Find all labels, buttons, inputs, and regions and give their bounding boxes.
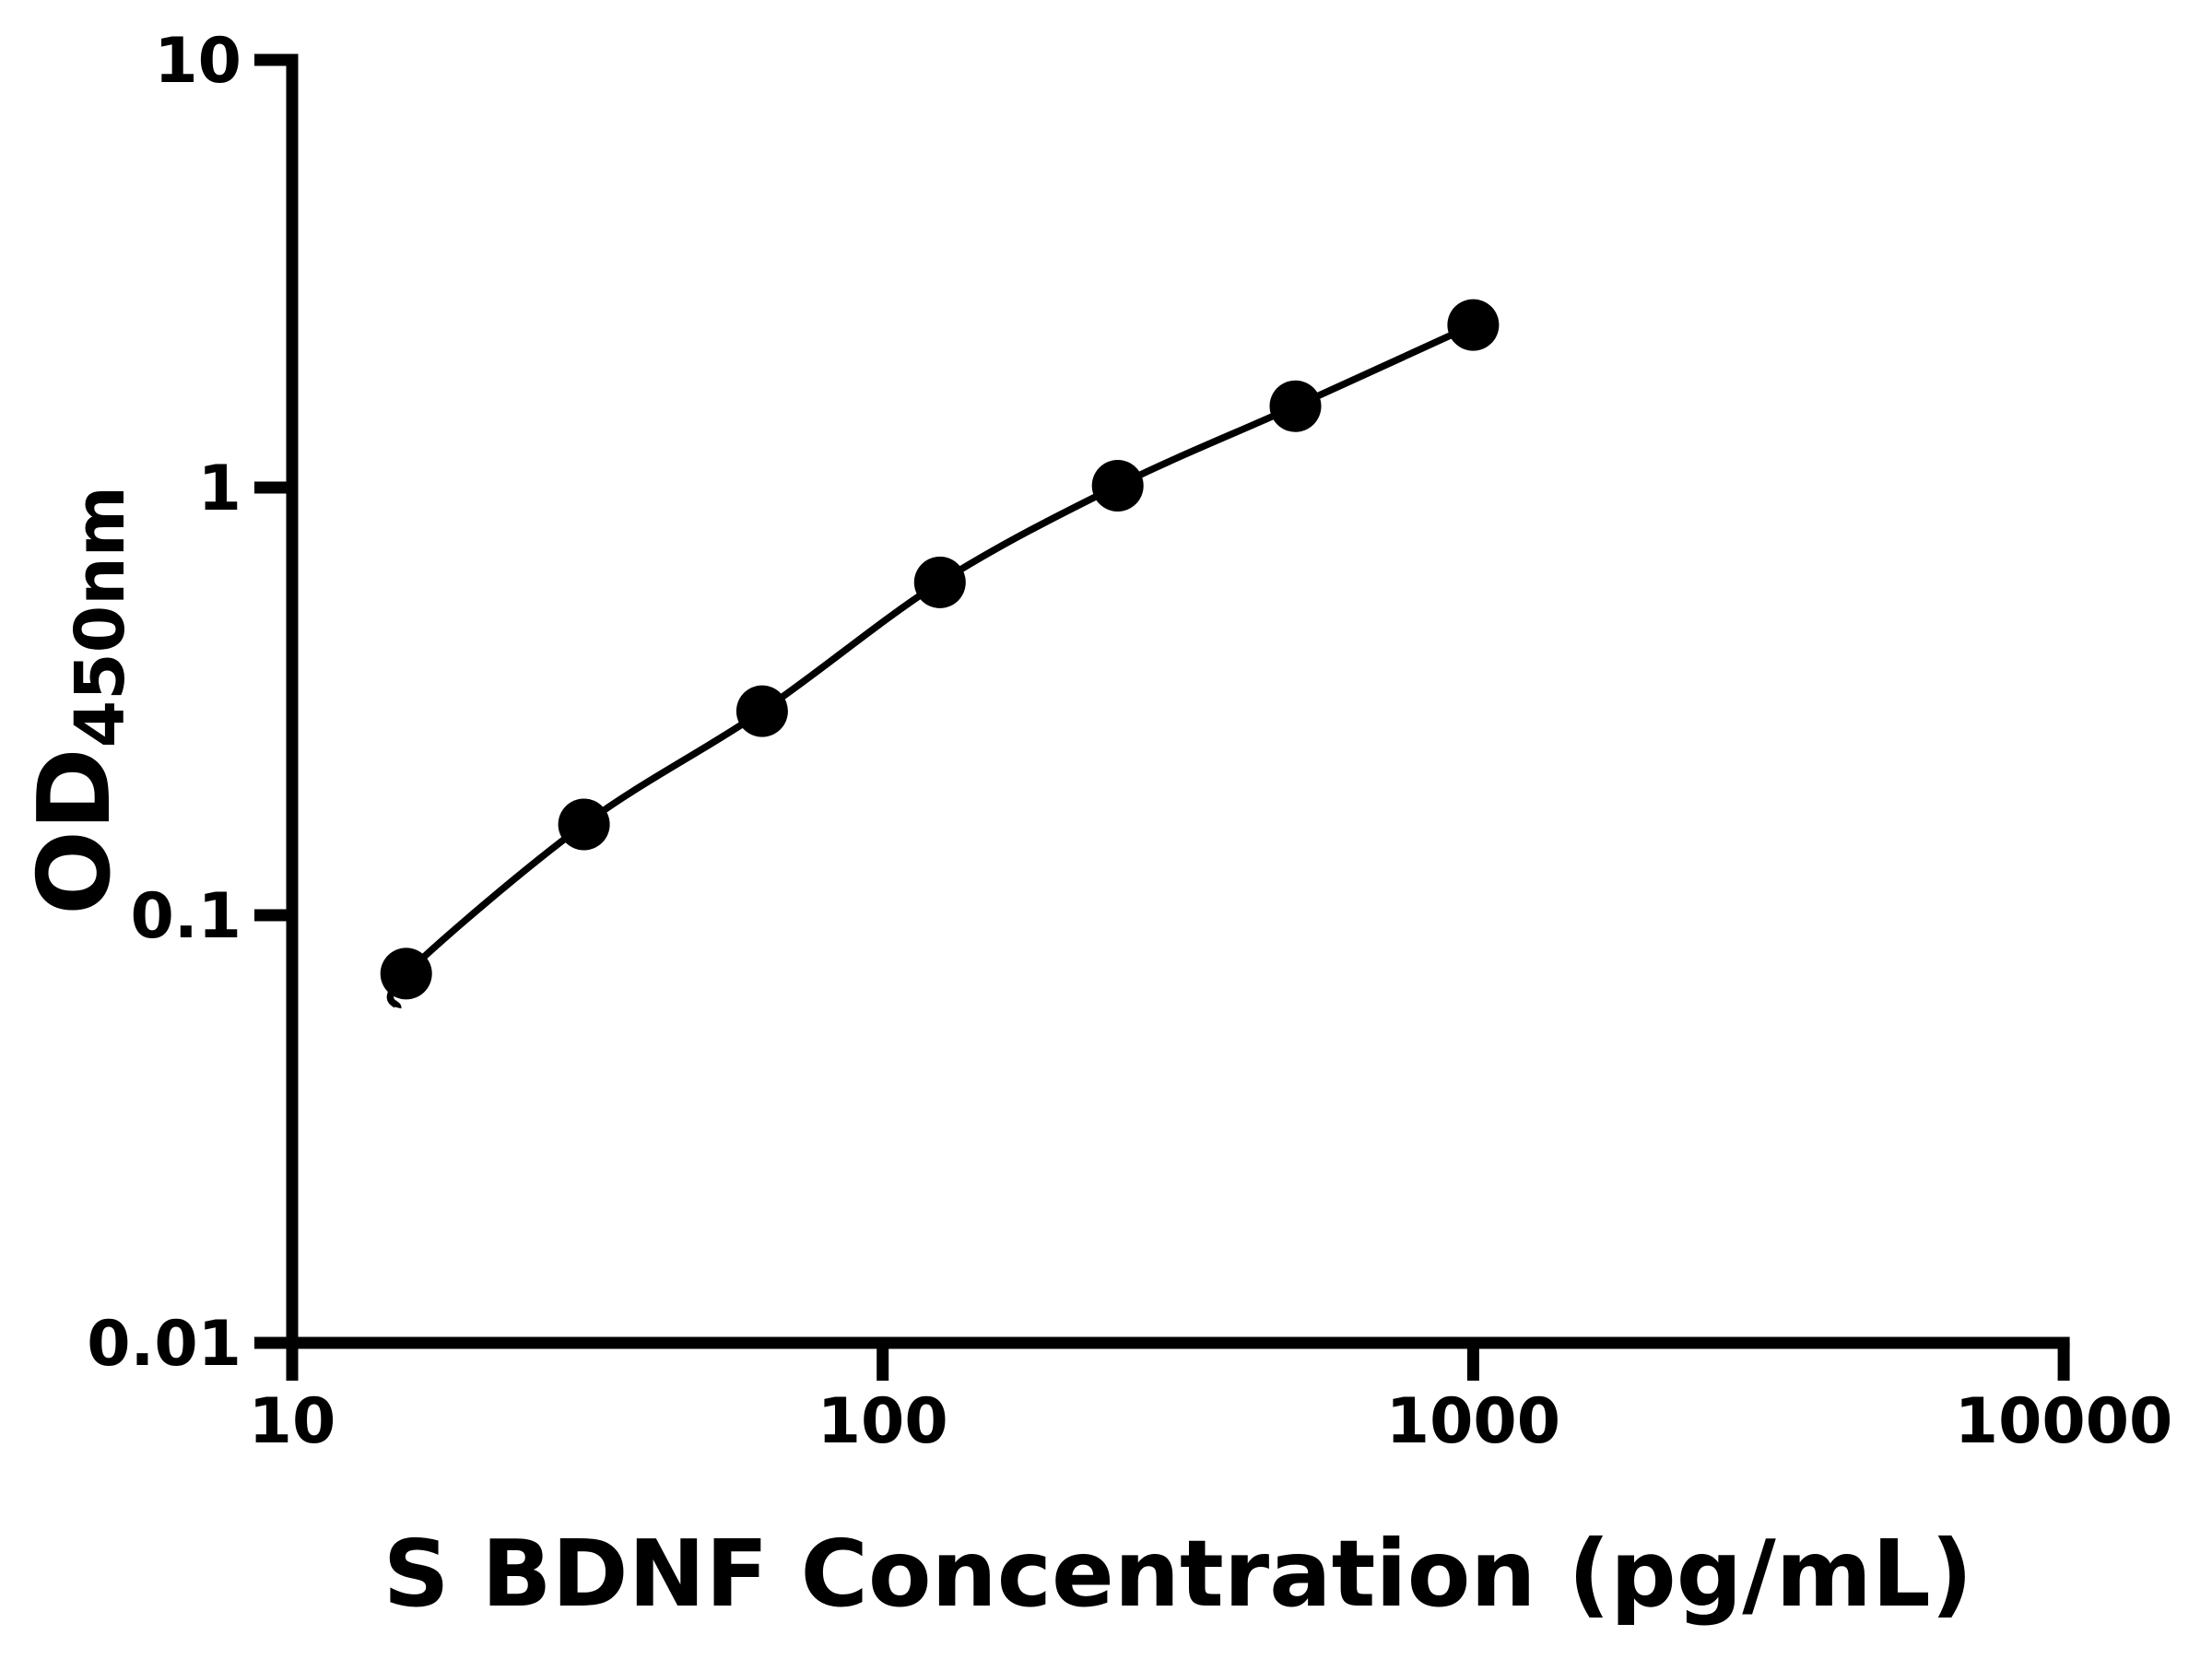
data-point (558, 798, 610, 851)
y-axis-title-subscript: 450nm (61, 486, 140, 747)
y-axis-title-main: OD (18, 747, 133, 914)
y-tick-label: 0.01 (87, 1308, 241, 1381)
x-tick-label: 100 (818, 1385, 948, 1458)
axes (286, 53, 2070, 1349)
data-point (913, 556, 966, 608)
data-series (380, 299, 1500, 1009)
axis-tick-labels: 10 100 1000 10000 0.01 0.1 1 10 (87, 25, 2172, 1458)
fit-curve (386, 322, 1475, 1009)
y-axis-title: OD450nm (18, 486, 140, 915)
data-point (1091, 460, 1144, 512)
x-tick-label: 10000 (1955, 1385, 2173, 1458)
x-tick-label: 10 (249, 1385, 336, 1458)
y-tick-label: 10 (154, 25, 241, 98)
data-point (735, 685, 788, 737)
x-tick-label: 1000 (1386, 1385, 1560, 1458)
x-axis-title: S BDNF Concentration (pg/mL) (383, 1520, 1973, 1628)
data-point (1447, 299, 1500, 351)
axis-ticks (254, 53, 2070, 1381)
data-point (380, 947, 432, 1000)
y-tick-label: 1 (198, 453, 241, 525)
y-tick-label: 0.1 (131, 880, 241, 953)
data-point (1269, 380, 1322, 432)
